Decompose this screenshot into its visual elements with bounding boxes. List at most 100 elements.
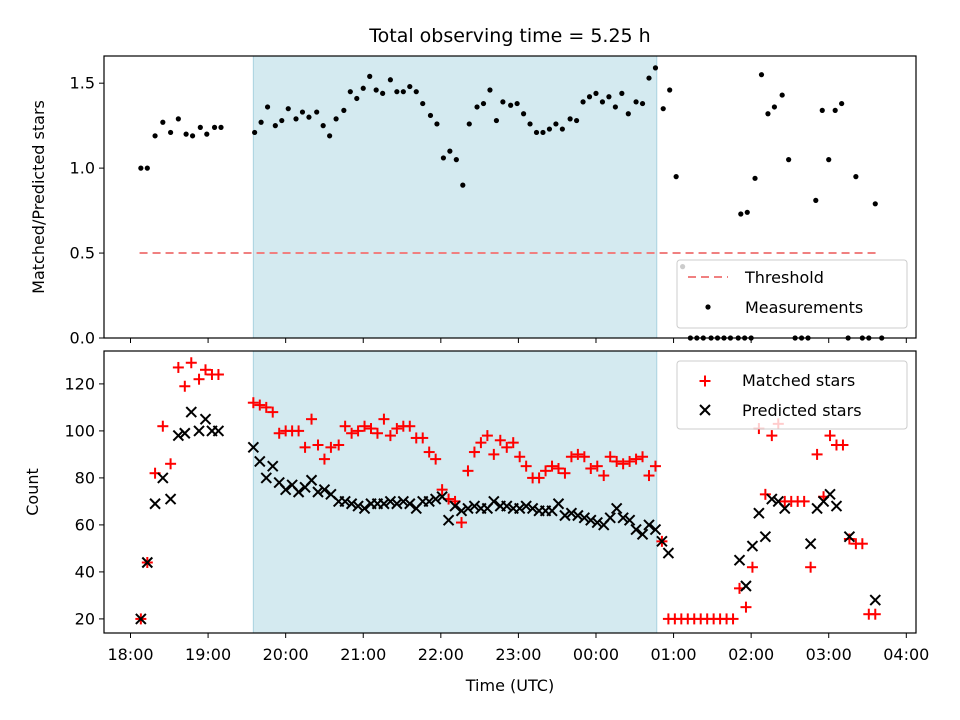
predicted-star-point [572,509,584,522]
x-b [572,509,584,522]
matched-star-point [384,430,396,442]
predicted-star-point [617,512,629,524]
bottom-x-tick-label: 20:00 [263,645,309,664]
predicted-star-point [404,498,416,510]
x-b [358,502,371,515]
predicted-star-point [830,500,843,512]
x-b [339,495,351,508]
predicted-star-point [260,472,272,484]
matched-star-point [598,470,610,482]
x-b [352,500,364,512]
measurement-point [447,148,453,154]
matched-stars-points [135,357,881,625]
measurement-point [487,87,493,93]
top-observing-window-shade [252,55,658,339]
matched-star-point [254,399,266,411]
predicted-star-point [488,495,500,508]
legend-plus-marker [699,375,711,387]
measurement-point [546,126,553,132]
predicted-star-point [630,523,642,536]
measurement-point [786,157,792,163]
predicted-star-point [345,498,358,510]
measurement-point [612,104,618,110]
matched-star-point [572,448,584,460]
matched-star-point [423,446,435,458]
measurement-point [625,111,631,117]
predicted-star-point [397,495,410,508]
measurement-point [466,121,472,127]
predicted-star-point [869,594,881,606]
x-b [157,472,169,484]
predicted-star-point [292,486,305,498]
x-b [610,502,623,515]
matched-star-point [293,425,305,437]
top-plot-frame [103,55,917,339]
matched-star-point [417,432,429,444]
x-b [824,488,836,501]
measurement-point [480,100,487,107]
measurement-point [440,155,447,161]
measurement-point [420,100,426,107]
measurement-point [197,124,203,130]
measurement-point [673,174,679,180]
predicted-star-point [391,498,403,510]
x-b [442,514,455,526]
x-b [286,479,298,491]
x-b [662,547,675,559]
matched-star-point [805,561,817,573]
predicted-star-point [179,427,191,439]
bottom-y-tick-label: 120 [64,374,95,393]
matched-star-point [617,458,629,470]
measurement-point [427,112,434,119]
x-b [436,490,448,503]
matched-star-point [260,401,272,413]
predicted-star-point [267,460,279,472]
predicted-star-point [746,540,759,552]
x-b [513,502,526,515]
predicted-star-point [766,493,778,505]
measurement-point [341,107,347,113]
x-b [604,512,616,524]
measurement-point [413,89,419,95]
matched-star-point [325,441,337,453]
matched-star-point [798,495,810,507]
predicted-star-point [520,500,532,512]
predicted-star-point [740,580,752,592]
x-b [172,429,185,442]
predicted-star-point [804,537,817,550]
x-b [397,495,410,508]
matched-star-point [165,458,177,470]
measurement-point [738,211,744,217]
matched-star-point [306,413,318,425]
x-b [429,493,442,505]
measurement-point [333,116,339,122]
measurement-point [660,106,666,112]
measurement-point [567,116,573,122]
predicted-star-point [193,425,205,437]
x-b [699,404,711,416]
matched-star-point [200,364,211,376]
predicted-star-point [172,429,185,442]
predicted-star-point [279,483,292,496]
legend-predicted-label: Predicted stars [742,401,862,420]
x-b [449,500,461,512]
top-y-tick-label: 0.5 [70,244,95,263]
x-b [325,488,337,501]
predicted-star-point [662,547,675,559]
matched-star-point [578,451,590,463]
measurement-point [639,100,646,107]
measurement-point [400,89,406,95]
legend-matched-label: Matched stars [742,371,855,390]
matched-star-point [746,561,758,573]
x-b [164,493,177,505]
matched-star-point [346,427,358,439]
x-b [630,523,642,536]
predicted-star-point [501,500,513,512]
x-b [267,460,279,472]
x-b [378,498,390,510]
matched-star-point [339,420,351,432]
predicted-star-point [526,502,539,515]
measurement-point [514,100,520,107]
matched-star-point [740,601,752,613]
chart-title: Total observing time = 5.25 h [368,25,650,47]
